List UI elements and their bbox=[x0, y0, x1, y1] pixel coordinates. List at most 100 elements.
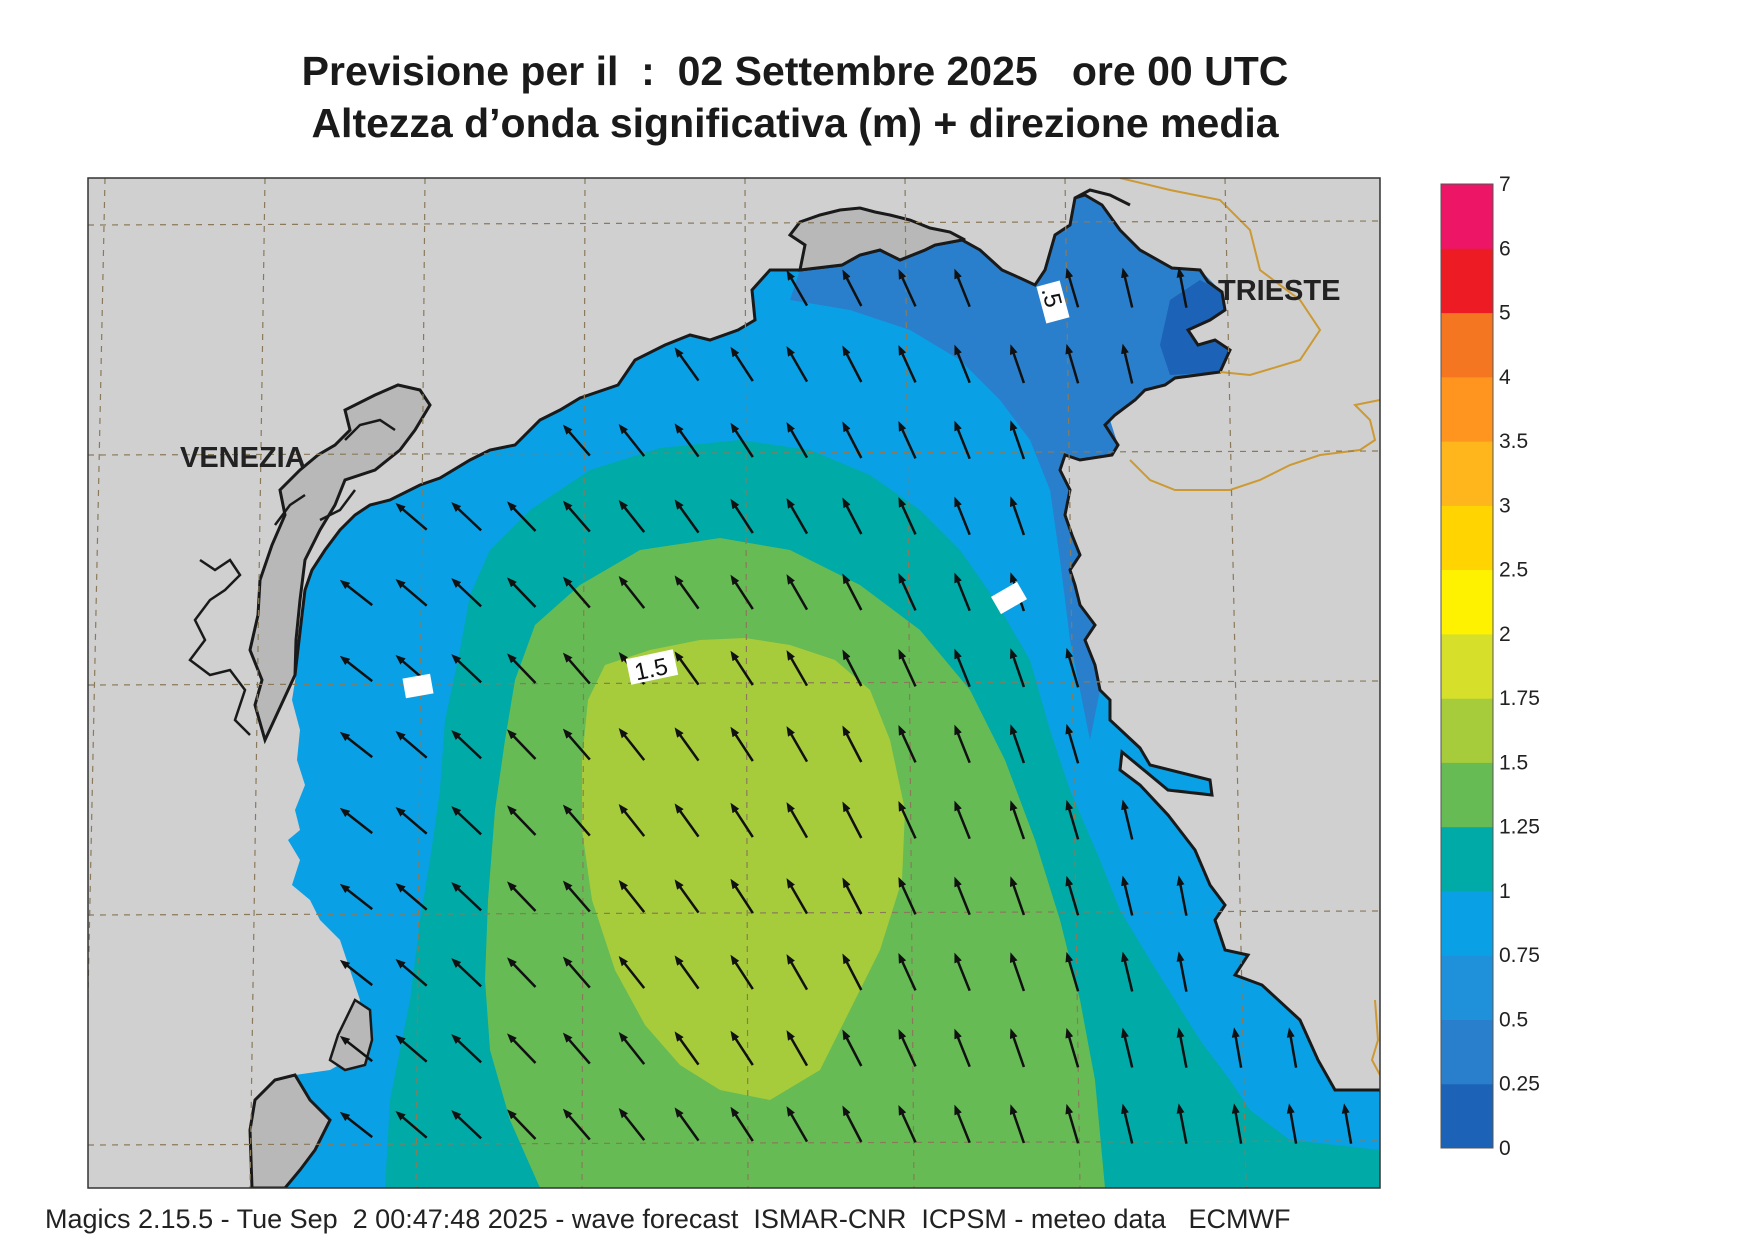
colorbar-segment bbox=[1441, 312, 1493, 378]
wave-direction-arrow-icon bbox=[674, 955, 700, 990]
wave-direction-arrow-icon bbox=[562, 728, 591, 761]
chart-title: Previsione per il : 02 Settembre 2025 or… bbox=[301, 48, 1289, 94]
wave-direction-arrow-icon bbox=[1009, 648, 1026, 688]
wave-direction-arrow-icon bbox=[507, 577, 537, 608]
grid-meridian bbox=[249, 178, 266, 1188]
wave-direction-arrow-icon bbox=[1176, 875, 1188, 916]
wave-direction-arrow-icon bbox=[954, 1104, 971, 1144]
wave-direction-arrow-icon bbox=[451, 806, 482, 836]
wave-direction-arrow-icon bbox=[842, 573, 863, 611]
wave-direction-arrow-icon bbox=[954, 420, 971, 460]
wave-direction-arrow-icon bbox=[898, 953, 917, 991]
colorbar-tick-label: 6 bbox=[1499, 237, 1511, 260]
wave-direction-arrow-icon bbox=[1121, 1103, 1134, 1144]
wave-direction-arrow-icon bbox=[562, 804, 591, 837]
venice-lagoon bbox=[248, 383, 432, 745]
contour-label-1-5: 1.5 bbox=[625, 649, 679, 686]
wave-direction-arrow-icon bbox=[674, 423, 700, 458]
wave-direction-arrow-icon bbox=[786, 346, 809, 383]
wave-direction-arrow-icon bbox=[1176, 1027, 1188, 1068]
sea-band-0-25 bbox=[1035, 195, 1230, 445]
wave-direction-arrow-icon bbox=[1065, 343, 1080, 384]
wave-direction-arrow-icon bbox=[842, 877, 863, 915]
wave-direction-arrow-icon bbox=[618, 1031, 646, 1065]
wave-direction-arrow-icon bbox=[730, 422, 754, 458]
wave-direction-arrow-icon bbox=[1176, 951, 1188, 992]
wave-direction-arrow-icon bbox=[730, 954, 754, 990]
wave-direction-arrow-icon bbox=[954, 496, 971, 536]
colorbar-tick-label: 7 bbox=[1499, 173, 1511, 196]
wave-direction-arrow-icon bbox=[674, 879, 700, 914]
wave-direction-arrow-icon bbox=[507, 1033, 537, 1064]
wave-direction-arrow-icon bbox=[786, 954, 809, 991]
wave-direction-arrow-icon bbox=[1176, 267, 1188, 308]
wave-direction-arrow-icon bbox=[842, 345, 863, 383]
wave-direction-arrow-icon bbox=[1065, 723, 1080, 764]
wave-direction-arrow-icon bbox=[395, 579, 428, 607]
colorbar-segment bbox=[1441, 633, 1493, 699]
wave-direction-arrow-icon bbox=[618, 727, 646, 761]
wave-direction-arrows bbox=[339, 267, 1353, 1144]
wave-direction-arrow-icon bbox=[1009, 876, 1026, 916]
wave-direction-arrow-icon bbox=[507, 653, 537, 684]
contour-label-0-5: .5 bbox=[1036, 280, 1070, 324]
wave-direction-arrow-icon bbox=[786, 1030, 809, 1067]
coastline-gulf bbox=[1074, 188, 1131, 207]
colorbar-segment bbox=[1441, 376, 1493, 442]
wave-direction-arrow-icon bbox=[954, 952, 971, 992]
wave-direction-arrow-icon bbox=[1121, 875, 1134, 916]
wave-direction-arrow-icon bbox=[1009, 420, 1026, 460]
wave-direction-arrow-icon bbox=[395, 1035, 428, 1063]
colorbar-tick-label: 3.5 bbox=[1499, 430, 1528, 453]
wave-direction-arrow-icon bbox=[954, 876, 971, 916]
colorbar-tick-label: 4 bbox=[1499, 366, 1511, 389]
wave-direction-arrow-icon bbox=[898, 801, 917, 839]
wave-direction-arrow-icon bbox=[451, 502, 482, 532]
wave-direction-arrow-icon bbox=[618, 879, 646, 913]
colorbar-segment bbox=[1441, 955, 1493, 1020]
wave-direction-arrow-icon bbox=[339, 959, 373, 987]
po-delta bbox=[248, 1073, 332, 1188]
border-line bbox=[1119, 178, 1380, 491]
lat-lon-grid bbox=[88, 178, 1380, 1188]
wave-direction-arrow-icon bbox=[898, 421, 917, 459]
wave-direction-arrow-icon bbox=[730, 650, 754, 686]
colorbar-segment bbox=[1441, 184, 1493, 249]
colorbar-tick-label: 0 bbox=[1499, 1137, 1511, 1160]
wave-direction-arrow-icon bbox=[674, 727, 700, 762]
wave-direction-arrow-icon bbox=[451, 882, 482, 912]
colorbar-legend: 0 0.25 0.5 0.75 1 1.25 1.5 1.75 2 2.5 3 3.5 4 5 6 7 bbox=[1440, 173, 1540, 1160]
wave-direction-arrow-icon bbox=[954, 268, 971, 308]
colorbar-segment bbox=[1441, 248, 1493, 314]
wave-direction-arrow-icon bbox=[954, 1028, 971, 1068]
wave-direction-arrow-icon bbox=[898, 877, 917, 915]
wave-direction-arrow-icon bbox=[451, 578, 482, 608]
wave-direction-arrow-icon bbox=[1065, 875, 1080, 916]
colorbar-tick-label: 5 bbox=[1499, 302, 1511, 325]
wave-direction-arrow-icon bbox=[451, 654, 482, 684]
wave-direction-arrow-icon bbox=[898, 725, 917, 763]
wave-direction-arrow-icon bbox=[339, 655, 373, 683]
wave-direction-arrow-icon bbox=[674, 1107, 700, 1142]
wave-direction-arrow-icon bbox=[786, 422, 809, 459]
wave-direction-arrow-icon bbox=[786, 802, 809, 839]
wave-direction-arrow-icon bbox=[1121, 951, 1134, 992]
wave-direction-arrow-icon bbox=[1065, 647, 1080, 688]
wave-direction-arrow-icon bbox=[898, 269, 917, 307]
grado-lagoon bbox=[787, 206, 966, 272]
colorbar-segment bbox=[1441, 762, 1493, 828]
grid-meridian bbox=[1224, 178, 1247, 1188]
wave-direction-arrow-icon bbox=[562, 880, 591, 913]
wave-direction-arrow-icon bbox=[339, 731, 373, 759]
wave-direction-arrow-icon bbox=[507, 881, 537, 912]
wave-direction-arrow-icon bbox=[507, 729, 537, 760]
wave-direction-arrow-icon bbox=[1121, 799, 1134, 840]
wave-direction-arrow-icon bbox=[1009, 1028, 1026, 1068]
grid-meridian bbox=[744, 178, 749, 1188]
wave-direction-arrow-icon bbox=[339, 883, 373, 911]
wave-direction-arrow-icon bbox=[562, 652, 591, 685]
sea-band-0 bbox=[1160, 280, 1230, 375]
wave-direction-arrow-icon bbox=[1231, 1103, 1243, 1144]
wave-direction-arrow-icon bbox=[954, 800, 971, 840]
